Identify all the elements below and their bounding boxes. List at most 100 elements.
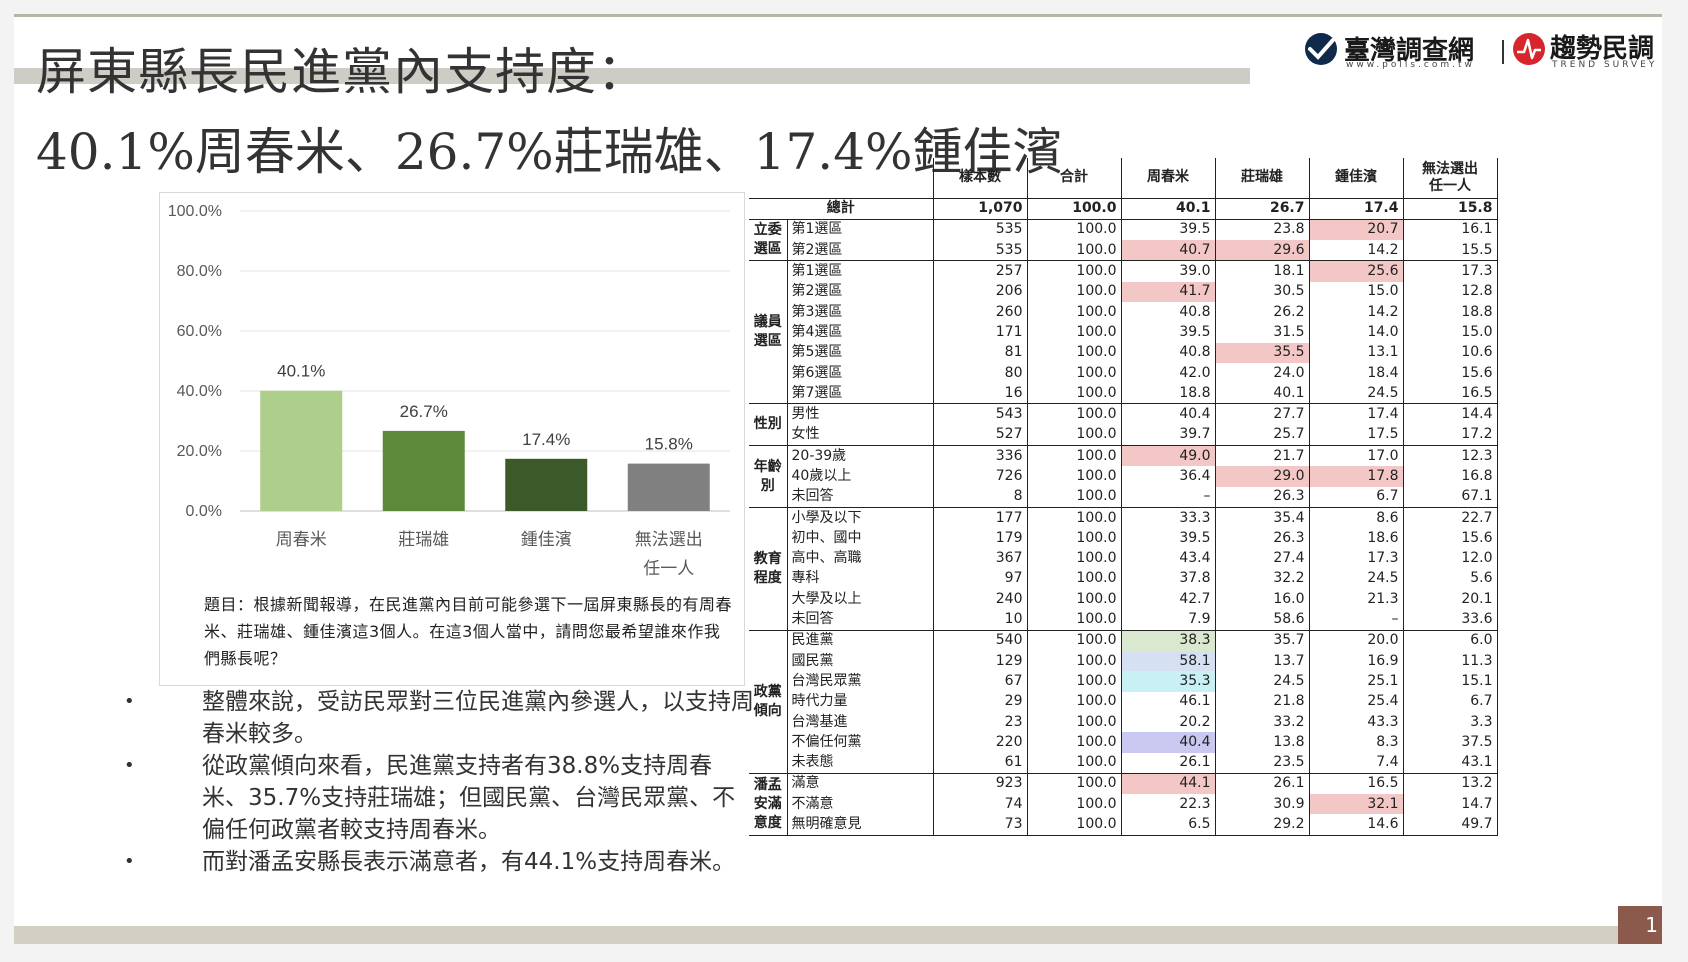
table-cell: 14.0 xyxy=(1308,322,1403,343)
table-cell: 42.0 xyxy=(1120,362,1215,384)
bullet-text: 整體來說，受訪民眾對三位民進黨內參選人，以支持周春米較多。 xyxy=(202,689,754,747)
row-label: 未回答 xyxy=(787,486,933,508)
table-cell: 15.0 xyxy=(1308,281,1403,302)
table-cell: 220 xyxy=(932,732,1027,753)
y-tick-label: 40.0% xyxy=(177,383,222,400)
table-cell: 726 xyxy=(932,466,1027,487)
group-label-line: 年齡 xyxy=(753,458,782,475)
data-label: 40.1% xyxy=(277,362,325,381)
table-cell: 13.7 xyxy=(1214,651,1309,672)
table-cell: 39.5 xyxy=(1120,528,1215,549)
table-cell: 58.1 xyxy=(1120,651,1215,672)
row-label: 第2選區 xyxy=(791,283,843,300)
group-label-line: 議員 xyxy=(753,314,782,331)
table-cell: 18.1 xyxy=(1214,260,1309,282)
table-cell: 21.8 xyxy=(1214,691,1309,712)
table-cell: 100.0 xyxy=(1026,630,1121,652)
table-cell: 32.1 xyxy=(1308,794,1403,815)
table-cell: 20.7 xyxy=(1308,219,1403,241)
table-cell: 25.4 xyxy=(1308,691,1403,712)
row-label: 專科 xyxy=(791,570,820,587)
trend-survey-logo-icon xyxy=(1513,33,1545,65)
table-cell: 31.5 xyxy=(1214,322,1309,343)
table-cell: 15.6 xyxy=(1402,362,1498,384)
group-label-line: 性別 xyxy=(753,416,782,433)
table-cell: 260 xyxy=(932,301,1027,323)
row-label: 未表態 xyxy=(787,752,933,774)
table-row: 第6選區 80 100.0 42.0 24.0 18.4 15.6 xyxy=(749,362,1498,384)
table-cell: 29.0 xyxy=(1214,466,1309,487)
group-label-line: 程度 xyxy=(753,569,782,586)
table-cell: 6.5 xyxy=(1120,814,1215,836)
row-label: 第2選區 xyxy=(787,240,933,262)
table-cell: 25.6 xyxy=(1308,260,1403,282)
table-row: 年齡別 20-39歲 336 100.0 49.0 21.7 17.0 12.3 xyxy=(749,445,1498,508)
table-cell: 16.8 xyxy=(1402,466,1498,487)
table-cell: 13.1 xyxy=(1308,342,1403,363)
group-label: 教育 程度 xyxy=(749,507,788,631)
table-cell: 100.0 xyxy=(1026,528,1121,549)
row-label: 不偏任何黨 xyxy=(791,733,862,750)
table-cell: 100.0 xyxy=(1026,711,1121,733)
column-header: 樣本數 xyxy=(932,158,1027,199)
group-label-line: 別 xyxy=(760,477,775,494)
table-cell: 535 xyxy=(932,240,1027,262)
table-cell: 535 xyxy=(932,219,1027,241)
table-cell: 7.4 xyxy=(1308,752,1403,774)
table-cell: 21.7 xyxy=(1214,445,1309,467)
table-cell: 17.5 xyxy=(1308,424,1403,447)
table-cell: 100.0 xyxy=(1026,342,1121,363)
table-cell: 43.3 xyxy=(1308,711,1403,733)
table-cell: 29.6 xyxy=(1214,240,1309,262)
table-cell: 100.0 xyxy=(1026,609,1121,631)
table-cell: 23.8 xyxy=(1214,219,1309,241)
table-cell: 67.1 xyxy=(1402,486,1498,508)
table-row: 第3選區 260 100.0 40.8 26.2 14.2 18.8 xyxy=(749,301,1498,323)
table-cell: 38.3 xyxy=(1120,630,1215,652)
row-label: 40歲以上 xyxy=(791,468,852,484)
table-row: 第5選區 81 100.0 40.8 35.5 13.1 10.6 xyxy=(749,342,1498,363)
table-cell: 100.0 xyxy=(1026,466,1121,487)
table-cell: 27.7 xyxy=(1214,403,1309,425)
table-cell: 21.3 xyxy=(1308,589,1403,610)
table-cell: 35.5 xyxy=(1214,342,1309,363)
table-cell: 100.0 xyxy=(1026,322,1121,343)
slide: 屏東縣長民進黨內支持度： 40.1%周春米、26.7%莊瑞雄、17.4%鍾佳濱 … xyxy=(14,14,1662,944)
row-label: 第4選區 xyxy=(791,323,843,340)
table-cell: 35.4 xyxy=(1214,507,1309,529)
row-label: 第3選區 xyxy=(791,303,843,320)
row-label: 不滿意 xyxy=(791,795,834,812)
table-cell: 100.0 xyxy=(1026,486,1121,508)
table-cell: – xyxy=(1308,609,1403,631)
row-label: 台灣民眾黨 xyxy=(791,672,862,689)
table-cell: 33.3 xyxy=(1120,507,1215,529)
table-cell: 15.5 xyxy=(1402,240,1498,262)
polls-brand-name: 臺灣調查網 xyxy=(1344,36,1475,66)
table-row: 國民黨 129 100.0 58.1 13.7 16.9 11.3 xyxy=(749,651,1498,672)
table-cell: 41.7 xyxy=(1120,281,1215,302)
row-label: 女性 xyxy=(787,424,933,447)
crosstab-table: 樣本數 合計 周春米 莊瑞雄 鍾佳濱 無法選出 任一人 總計 1,070 100.0 40.1 26… xyxy=(749,158,1498,836)
bullet-item: • 整體來說，受訪民眾對三位民進黨內參選人，以支持周春米較多。 xyxy=(114,686,754,750)
table-cell: 13.2 xyxy=(1402,773,1498,795)
y-tick-label: 60.0% xyxy=(177,323,222,340)
table-cell: 20.2 xyxy=(1120,711,1215,733)
table-cell: 44.1 xyxy=(1120,773,1215,795)
row-label: 初中、國中 xyxy=(791,529,862,546)
chart-panel: 0.0% 20.0% 40.0% 60.0% 80.0% 100.0% 40.1% 周春米 26… xyxy=(159,192,745,686)
table-cell: 20.1 xyxy=(1402,589,1498,610)
row-label: 第5選區 xyxy=(791,344,843,361)
bullet-text: 從政黨傾向來看，民進黨支持者有38.8%支持周春米、35.7%支持莊瑞雄；但國民… xyxy=(202,753,736,843)
table-cell: 15.0 xyxy=(1402,322,1498,343)
corner-cell xyxy=(749,158,933,199)
bar-3 xyxy=(505,458,588,511)
bullet-text: 而對潘孟安縣長表示滿意者，有44.1%支持周春米。 xyxy=(202,849,736,875)
title-line-1: 屏東縣長民進黨內支持度： xyxy=(36,43,648,101)
table-cell: 26.1 xyxy=(1120,752,1215,774)
table-row: 性別 男性 543 100.0 40.4 27.7 17.4 14.4 xyxy=(749,403,1498,447)
column-header: 鍾佳濱 xyxy=(1308,158,1403,199)
table-cell: 179 xyxy=(932,528,1027,549)
table-cell: 37.5 xyxy=(1402,732,1498,753)
table-row: 初中、國中 179 100.0 39.5 26.3 18.6 15.6 xyxy=(749,528,1498,549)
bullet-item: • 從政黨傾向來看，民進黨支持者有38.8%支持周春米、35.7%支持莊瑞雄；但國… xyxy=(114,750,754,846)
